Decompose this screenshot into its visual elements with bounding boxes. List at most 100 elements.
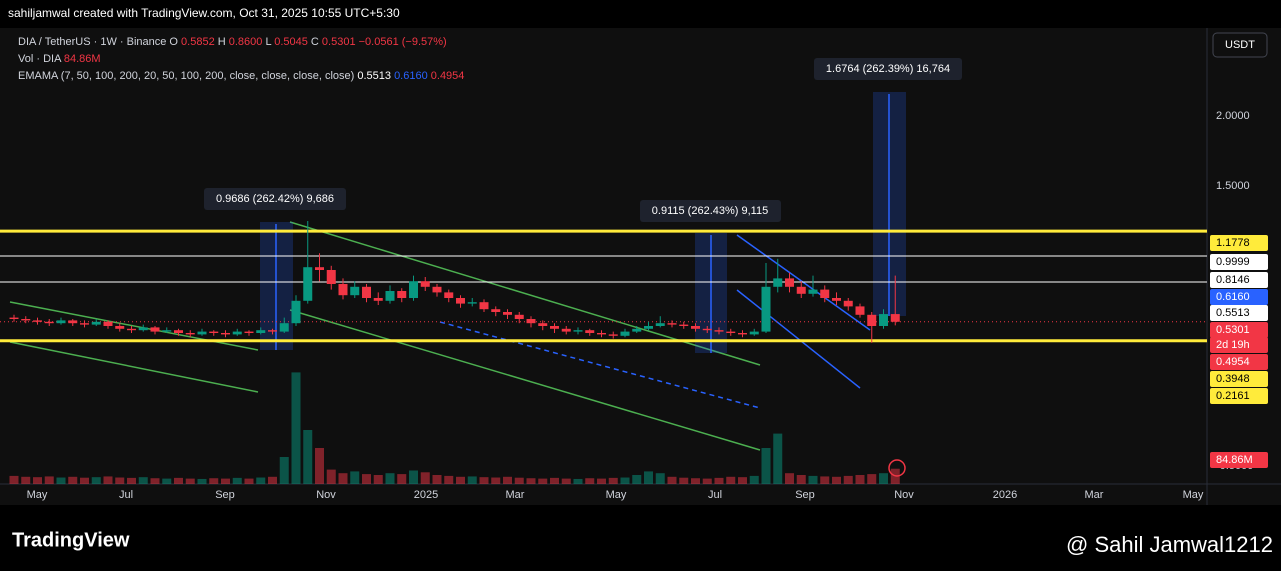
candle-body xyxy=(550,326,559,329)
candle-body xyxy=(444,292,454,298)
volume-bar xyxy=(409,470,418,484)
level-layer xyxy=(0,229,1207,343)
candle-body xyxy=(526,319,536,324)
x-tick-label: Nov xyxy=(894,489,914,501)
legend-item: 0.5045 xyxy=(274,36,311,48)
price-tag-label: 0.4954 xyxy=(1216,356,1250,368)
candle-body xyxy=(185,333,195,335)
candle-body xyxy=(373,298,383,301)
volume-bar xyxy=(632,475,642,484)
volume-bar xyxy=(467,476,477,484)
volume-bar xyxy=(491,477,501,484)
price-tag xyxy=(1210,289,1268,305)
volume-bar xyxy=(44,476,54,484)
volume-bar xyxy=(279,457,289,484)
price-tag xyxy=(1210,371,1268,387)
volume-bar xyxy=(561,478,571,484)
volume-bar xyxy=(761,448,771,484)
x-tick-label: 2026 xyxy=(993,489,1017,501)
volume-bar xyxy=(244,478,254,484)
candle-layer xyxy=(9,221,900,343)
trendline xyxy=(289,309,761,451)
volume-bar xyxy=(597,478,606,484)
candle-body xyxy=(303,267,313,301)
candle-body xyxy=(33,320,42,322)
y-tick-label: 1.5000 xyxy=(1216,180,1250,192)
volume-bar xyxy=(315,448,324,484)
candle-body xyxy=(561,328,571,332)
volume-bar xyxy=(68,476,78,484)
currency[interactable]: USDT xyxy=(1225,39,1255,51)
legend-item: L xyxy=(265,36,274,48)
candle-body xyxy=(796,286,806,294)
header-bar xyxy=(0,0,1281,28)
volume-bar xyxy=(867,474,877,484)
y-tick-label: 2.0000 xyxy=(1216,110,1250,122)
candle-body xyxy=(291,300,301,324)
volume-bar xyxy=(33,477,42,484)
volume-tag-label: 84.86M xyxy=(1216,454,1253,466)
volume-bar xyxy=(667,476,677,484)
volume-bar xyxy=(820,476,830,484)
price-tag xyxy=(1210,388,1268,404)
candle-body xyxy=(138,327,148,331)
candle-body xyxy=(174,330,183,333)
candle-body xyxy=(420,281,430,287)
price-tag-label: 0.5301 xyxy=(1216,324,1250,336)
x-tick-label: May xyxy=(1183,489,1204,501)
volume-bar xyxy=(444,475,454,484)
volume-bar xyxy=(385,473,395,484)
price-tag-label: 0.3948 xyxy=(1216,373,1250,385)
candle-body xyxy=(573,330,583,332)
author: @ Sahil Jamwal1212 xyxy=(1066,532,1273,557)
volume-bar xyxy=(514,477,524,484)
candle-body xyxy=(150,327,160,332)
candle-body xyxy=(467,302,477,304)
x-tick-label: Jul xyxy=(708,489,722,501)
legend-row: DIA / TetherUS · 1W · Binance O 0.5852 H… xyxy=(18,36,447,48)
volume-bar xyxy=(221,478,230,484)
volume-bar xyxy=(80,477,89,484)
volume-bar xyxy=(479,477,489,484)
candle-body xyxy=(350,286,360,296)
volume-bar xyxy=(127,477,136,484)
candle-body xyxy=(726,331,736,333)
legend-item: 0.5301 xyxy=(322,36,359,48)
measures: 0.9686 (262.42%) 9,686 0.9115 (262.43%) … xyxy=(204,58,962,353)
volume-bar xyxy=(855,475,865,484)
volume-bar xyxy=(644,471,653,484)
candle-body xyxy=(409,281,418,298)
candle-body xyxy=(879,314,888,326)
candle-body xyxy=(162,330,172,332)
volume-bar xyxy=(749,475,759,484)
trendline xyxy=(736,234,871,331)
volume-bar xyxy=(832,476,841,484)
volume-bar xyxy=(56,477,66,484)
legend-item: 0.5852 xyxy=(181,36,218,48)
trendlines xyxy=(9,221,871,451)
candle-body xyxy=(432,286,442,293)
candle-body xyxy=(221,333,230,335)
candle-body xyxy=(832,298,841,301)
volume-tag xyxy=(1210,452,1268,468)
trendline xyxy=(439,321,761,409)
candle-body xyxy=(244,331,254,333)
legend-item: 0.6160 xyxy=(394,70,431,82)
price-tag xyxy=(1210,254,1268,270)
measure-label-bg xyxy=(640,200,781,222)
volume-bar xyxy=(550,477,559,484)
candle-body xyxy=(843,300,853,307)
measure-label: 1.6764 (262.39%) 16,764 xyxy=(826,63,950,75)
candle-body xyxy=(127,328,136,331)
x-tick-label: Sep xyxy=(795,489,815,501)
candle-body xyxy=(456,298,465,304)
candle-body xyxy=(867,314,877,326)
volume-bar xyxy=(91,477,101,484)
x-tick-label: Jul xyxy=(119,489,133,501)
currency-button[interactable] xyxy=(1212,32,1268,58)
volume-bar xyxy=(796,475,806,484)
alert-icon[interactable] xyxy=(888,459,906,477)
legend-row: Vol · DIA 84.86M xyxy=(18,53,101,65)
candle-body xyxy=(773,278,783,287)
